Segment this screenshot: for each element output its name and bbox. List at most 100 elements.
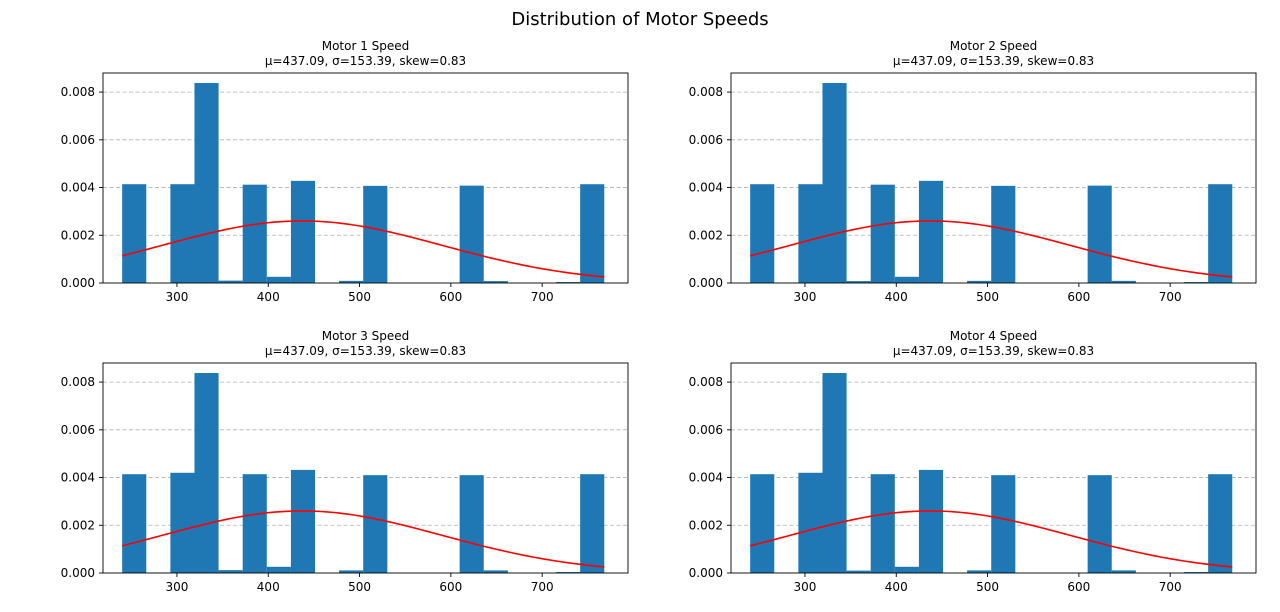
x-tick-label: 700 (531, 580, 554, 594)
histogram-bar (363, 475, 388, 573)
histogram-bar (556, 572, 581, 573)
x-tick-label: 300 (166, 290, 189, 304)
histogram-bar (1111, 280, 1136, 283)
histogram-bar (170, 472, 195, 573)
histogram-bar (194, 373, 219, 573)
y-tick-label: 0.004 (689, 471, 723, 485)
y-tick-label: 0.006 (61, 133, 95, 147)
histogram-bar (483, 281, 508, 283)
histogram-bar (122, 184, 147, 283)
histogram-bar (870, 184, 895, 283)
histogram-bar (894, 566, 919, 573)
y-tick-label: 0.006 (689, 423, 723, 437)
x-tick-label: 600 (1067, 580, 1090, 594)
normal-curve (749, 220, 1233, 278)
histogram-bar (459, 185, 484, 283)
histogram-bar (170, 184, 195, 283)
histogram-bar (194, 83, 219, 283)
histogram-bar (967, 570, 992, 573)
histogram-bar (918, 469, 944, 573)
histogram-bar (242, 184, 267, 283)
y-tick-label: 0.008 (689, 85, 723, 99)
axes-frame (730, 72, 1257, 284)
x-tick-label: 400 (885, 580, 908, 594)
axes-frame (730, 362, 1257, 574)
x-tick-label: 700 (531, 290, 554, 304)
x-tick-label: 600 (439, 580, 462, 594)
y-tick-label: 0.002 (689, 228, 723, 242)
y-tick-label: 0.002 (61, 228, 95, 242)
x-tick-label: 700 (1159, 290, 1182, 304)
histogram-bar (339, 570, 364, 573)
subplot-subtitle: μ=437.09, σ=153.39, skew=0.83 (265, 54, 466, 68)
y-tick-label: 0.004 (61, 471, 95, 485)
histogram-bar (580, 184, 605, 283)
histogram-bar (1184, 572, 1209, 573)
axes-frame (102, 72, 629, 284)
subplot-title: Motor 4 Speed (950, 329, 1038, 343)
y-tick-label: 0.002 (689, 518, 723, 532)
histogram-bar (266, 276, 291, 283)
histogram-bar (218, 280, 243, 283)
histogram-bar (750, 184, 775, 283)
histogram-bar (750, 474, 775, 573)
y-tick-label: 0.004 (61, 181, 95, 195)
x-tick-label: 400 (885, 290, 908, 304)
subplot-subtitle: μ=437.09, σ=153.39, skew=0.83 (265, 344, 466, 358)
histogram-bar (1087, 185, 1112, 283)
histogram-bar (798, 184, 823, 283)
x-tick-label: 600 (1067, 290, 1090, 304)
histogram-bar (1111, 570, 1136, 573)
histogram-bar (846, 570, 871, 573)
x-tick-label: 500 (976, 580, 999, 594)
subplot-subtitle: μ=437.09, σ=153.39, skew=0.83 (893, 344, 1094, 358)
y-tick-label: 0.002 (61, 518, 95, 532)
x-tick-label: 400 (257, 290, 280, 304)
histogram-bar (218, 570, 243, 573)
histogram-bar (918, 180, 944, 283)
y-tick-label: 0.000 (689, 276, 723, 290)
normal-curve (121, 510, 605, 568)
histogram-bar (822, 373, 847, 573)
figure-title: Distribution of Motor Speeds (511, 9, 769, 30)
axes-frame (102, 362, 629, 574)
y-tick-label: 0.006 (689, 133, 723, 147)
histogram-bar (1208, 184, 1233, 283)
subplot-title: Motor 2 Speed (950, 39, 1038, 53)
x-tick-label: 300 (794, 580, 817, 594)
histogram-bar (290, 180, 316, 283)
histogram-bar (822, 83, 847, 283)
y-tick-label: 0.008 (689, 375, 723, 389)
x-tick-label: 700 (1159, 580, 1182, 594)
histogram-bar (556, 282, 581, 283)
x-tick-label: 500 (976, 290, 999, 304)
histogram-bar (1208, 474, 1233, 573)
y-tick-label: 0.004 (689, 181, 723, 195)
x-tick-label: 600 (439, 290, 462, 304)
histogram-bar (459, 475, 484, 573)
subplot-title: Motor 1 Speed (322, 39, 410, 53)
histogram-bar (1184, 282, 1209, 283)
histogram-bar (266, 566, 291, 573)
histogram-bar (580, 474, 605, 573)
histogram-bar (363, 185, 388, 283)
histogram-bar (846, 281, 871, 283)
histogram-bar (894, 276, 919, 283)
y-tick-label: 0.008 (61, 375, 95, 389)
normal-curve (749, 510, 1233, 568)
y-tick-label: 0.000 (689, 566, 723, 580)
histogram-bar (967, 280, 992, 283)
normal-curve (121, 220, 605, 278)
x-tick-label: 300 (794, 290, 817, 304)
histogram-bar (122, 474, 147, 573)
subplot-subtitle: μ=437.09, σ=153.39, skew=0.83 (893, 54, 1094, 68)
histogram-bar (339, 280, 364, 283)
y-tick-label: 0.000 (61, 276, 95, 290)
subplot-title: Motor 3 Speed (322, 329, 410, 343)
